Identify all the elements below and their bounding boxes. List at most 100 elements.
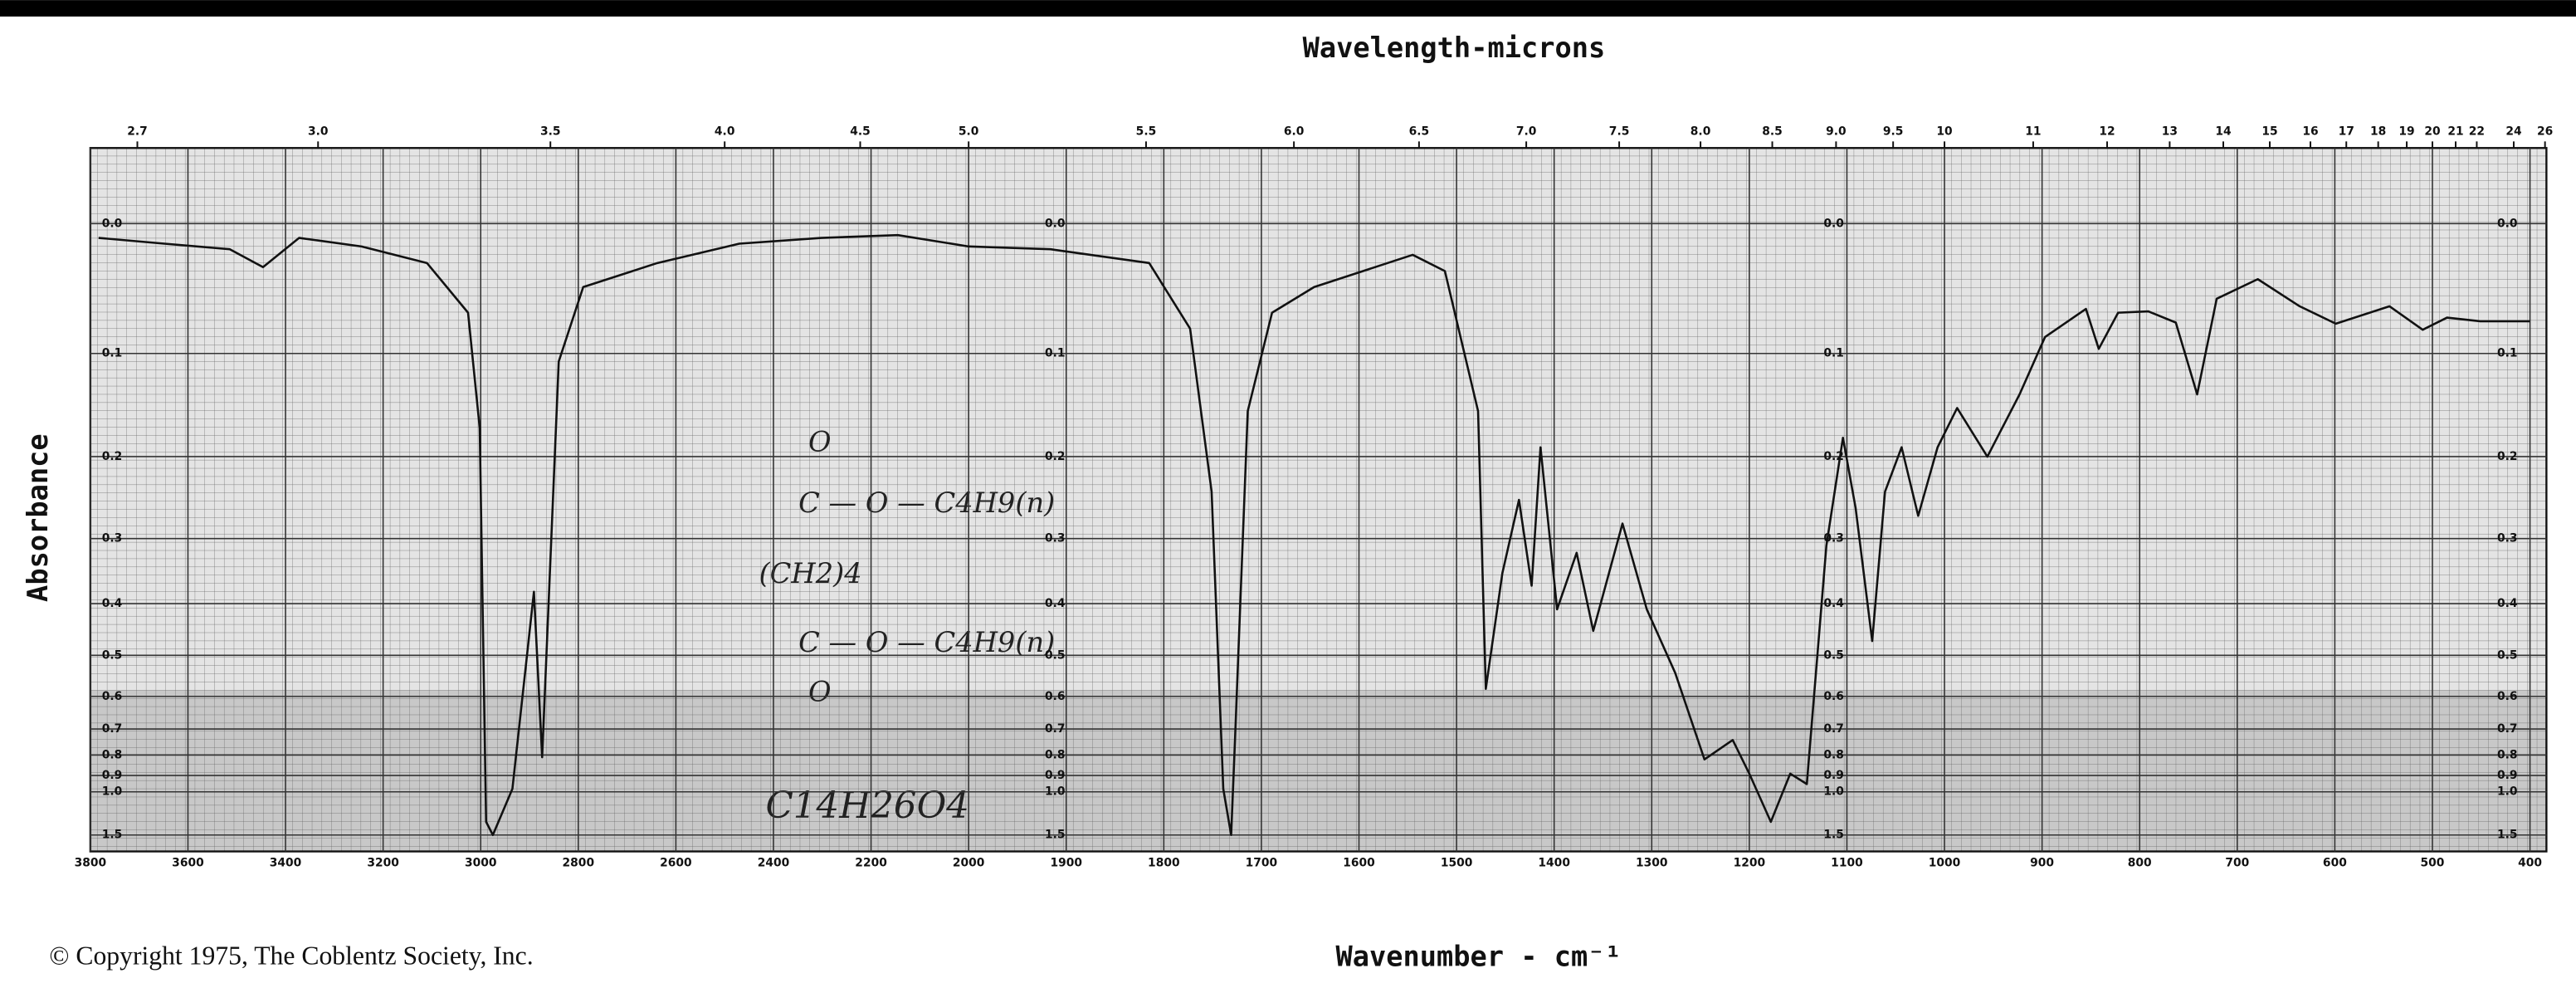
- y-tick-label: 0.4: [2497, 597, 2518, 610]
- y-tick-label: 1.0: [2497, 785, 2518, 799]
- y-tick-label: 0.7: [102, 722, 123, 736]
- structure-line: O: [808, 675, 832, 707]
- y-tick-label: 1.0: [102, 785, 123, 799]
- x-tick-label: 600: [2323, 856, 2347, 869]
- y-tick-label: 0.8: [2497, 748, 2518, 761]
- x-tick-label: 1700: [1246, 856, 1278, 869]
- x2-tick-label: 5.5: [1136, 125, 1157, 138]
- x2-tick-label: 2.7: [127, 125, 148, 138]
- y-tick-label: 0.1: [102, 347, 123, 360]
- x2-tick-label: 12: [2099, 125, 2115, 138]
- structure-line: O: [808, 426, 832, 458]
- x-tick-label: 1900: [1050, 856, 1082, 869]
- x-tick-label: 1400: [1538, 856, 1570, 869]
- y-tick-label: 1.5: [1045, 829, 1066, 842]
- structure-line: C — O — C4H9(n): [798, 487, 1055, 519]
- x2-tick-label: 4.0: [715, 125, 735, 138]
- x2-tick-label: 22: [2469, 125, 2485, 138]
- x-tick-label: 2400: [758, 856, 790, 869]
- x-tick-label: 3400: [270, 856, 302, 869]
- y-tick-label: 0.9: [2497, 769, 2518, 782]
- x2-tick-label: 3.0: [308, 125, 329, 138]
- x2-tick-label: 26: [2537, 125, 2553, 138]
- x2-tick-label: 14: [2215, 125, 2231, 138]
- y-tick-label: 0.4: [1823, 597, 1844, 610]
- x2-tick-label: 7.5: [1609, 125, 1630, 138]
- y-tick-label: 0.3: [2497, 532, 2518, 545]
- x-tick-label: 3000: [465, 856, 497, 869]
- y-tick-label: 1.0: [1823, 785, 1844, 799]
- x2-tick-label: 7.0: [1516, 125, 1537, 138]
- x-tick-label: 3800: [75, 856, 107, 869]
- y-tick-label: 0.2: [102, 450, 123, 463]
- x-tick-label: 1100: [1831, 856, 1863, 869]
- x-tick-label: 3200: [367, 856, 399, 869]
- x-tick-label: 1000: [1929, 856, 1961, 869]
- x-tick-label: 3600: [172, 856, 204, 869]
- y-tick-label: 1.5: [1823, 829, 1844, 842]
- y-tick-label: 1.0: [1045, 785, 1066, 799]
- x2-tick-label: 19: [2398, 125, 2414, 138]
- x-tick-label: 1600: [1343, 856, 1375, 869]
- x-tick-label: 700: [2225, 856, 2249, 869]
- x2-tick-label: 4.5: [850, 125, 871, 138]
- x2-tick-label: 13: [2162, 125, 2178, 138]
- x2-tick-label: 9.0: [1826, 125, 1847, 138]
- y-tick-label: 0.9: [102, 769, 123, 782]
- y-tick-label: 0.4: [102, 597, 123, 610]
- x-tick-label: 2800: [563, 856, 595, 869]
- y-tick-label: 0.1: [1045, 347, 1066, 360]
- y-tick-label: 0.6: [102, 690, 123, 703]
- x-tick-label: 900: [2030, 856, 2054, 869]
- x2-tick-label: 6.5: [1409, 125, 1430, 138]
- y-tick-label: 0.7: [1045, 722, 1066, 736]
- x2-tick-label: 16: [2302, 125, 2318, 138]
- x-tick-label: 2200: [855, 856, 887, 869]
- x2-tick-label: 21: [2447, 125, 2463, 138]
- x2-tick-label: 11: [2025, 125, 2041, 138]
- y-tick-label: 0.3: [102, 532, 123, 545]
- x-tick-label: 500: [2421, 856, 2445, 869]
- y-tick-label: 0.0: [102, 217, 123, 230]
- y-tick-label: 0.9: [1823, 769, 1844, 782]
- structure-line: (CH2)4: [759, 557, 862, 589]
- y-tick-label: 0.4: [1045, 597, 1066, 610]
- copyright: © Copyright 1975, The Coblentz Society, …: [49, 941, 533, 970]
- x2-tick-label: 10: [1936, 125, 1952, 138]
- x-tick-label: 1200: [1734, 856, 1766, 869]
- x2-tick-label: 18: [2370, 125, 2386, 138]
- y-tick-label: 0.0: [1823, 217, 1844, 230]
- y-tick-label: 0.3: [1045, 532, 1066, 545]
- y-tick-label: 1.5: [2497, 829, 2518, 842]
- y-tick-label: 0.1: [1823, 347, 1844, 360]
- y-tick-label: 0.7: [1823, 722, 1844, 736]
- x2-tick-label: 17: [2339, 125, 2354, 138]
- x-tick-label: 1500: [1441, 856, 1473, 869]
- y-tick-label: 1.5: [102, 829, 123, 842]
- y-tick-label: 0.5: [2497, 648, 2518, 662]
- x2-tick-label: 15: [2261, 125, 2277, 138]
- structure-line: C — O — C4H9(n): [798, 626, 1055, 658]
- y-tick-label: 0.8: [1045, 748, 1066, 761]
- y-tick-label: 0.9: [1045, 769, 1066, 782]
- y-tick-label: 0.0: [2497, 217, 2518, 230]
- x-tick-label: 2600: [660, 856, 692, 869]
- top-bar: [0, 0, 2576, 17]
- y-tick-label: 0.6: [2497, 690, 2518, 703]
- x-tick-label: 1300: [1636, 856, 1668, 869]
- y-tick-label: 0.5: [1045, 648, 1066, 662]
- x2-tick-label: 8.0: [1690, 125, 1711, 138]
- y-tick-label: 0.0: [1045, 217, 1066, 230]
- x2-tick-label: 3.5: [540, 125, 561, 138]
- x2-tick-label: 9.5: [1883, 125, 1904, 138]
- y-tick-label: 0.6: [1823, 690, 1844, 703]
- minor-grid: [90, 148, 2547, 852]
- x-tick-label: 1800: [1148, 856, 1180, 869]
- x-tick-label: 2000: [953, 856, 985, 869]
- x2-tick-label: 5.0: [959, 125, 979, 138]
- x2-tick-label: 8.5: [1762, 125, 1783, 138]
- y-axis-label: Absorbance: [22, 433, 54, 602]
- chart-title: Wavelength-microns: [1303, 32, 1606, 64]
- x2-tick-label: 20: [2424, 125, 2440, 138]
